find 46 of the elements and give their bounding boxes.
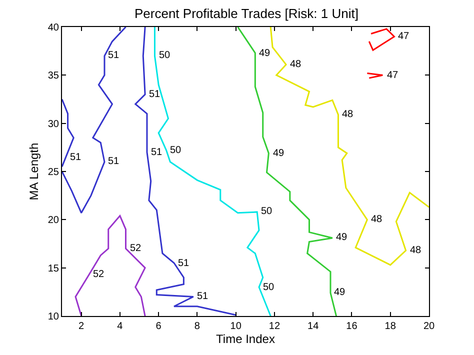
y-tick-label: 40 [48,22,60,34]
annotation: 51 [151,147,163,158]
x-tick-label: 10 [230,321,242,332]
x-tick-label: 14 [308,321,320,332]
x-tick-label: 12 [268,321,280,332]
annotation: 48 [342,109,354,120]
y-tick-label: 20 [48,215,60,226]
line-series [62,27,126,214]
annotation: 52 [130,243,142,254]
chart-title: Percent Profitable Trades [Risk: 1 Unit] [134,6,358,21]
x-tick-label: 16 [346,321,358,332]
y-tick-label: 35 [48,70,60,82]
annotation: 47 [387,70,399,81]
x-tick-label: 4 [117,321,124,332]
annotation: 50 [170,145,182,156]
annotation: 51 [197,291,209,302]
y-tick-label: 25 [48,167,60,178]
annotation: 49 [336,232,348,243]
annotation: 51 [108,50,120,61]
annotation: 50 [261,206,273,217]
x-tick-label: 18 [384,321,396,332]
annotation: 49 [259,48,271,59]
line-series [74,215,146,316]
annotation: 51 [149,89,161,100]
annotation: 51 [108,156,120,167]
x-tick-label: 6 [156,321,162,332]
annotation: 48 [290,59,302,70]
line-series [368,28,395,51]
annotation: 49 [273,148,285,159]
x-axis-title: Time Index [216,332,275,346]
annotation: 52 [93,269,105,280]
annotation: 50 [263,282,275,293]
annotation: 48 [371,214,383,225]
annotation: 51 [178,258,190,269]
annotation: 51 [70,152,82,163]
y-tick-label: 30 [48,118,60,130]
annotation: 48 [410,245,422,256]
x-tick-label: 8 [194,321,200,332]
x-tick-label: 2 [78,321,85,332]
y-axis-title: MA Length [27,142,42,200]
y-tick-label: 10 [48,312,60,322]
x-tick-label: 20 [423,321,435,332]
annotation: 49 [334,287,346,298]
y-tick-label: 15 [48,263,60,274]
annotation: 50 [159,50,171,61]
annotation: 47 [398,31,410,42]
